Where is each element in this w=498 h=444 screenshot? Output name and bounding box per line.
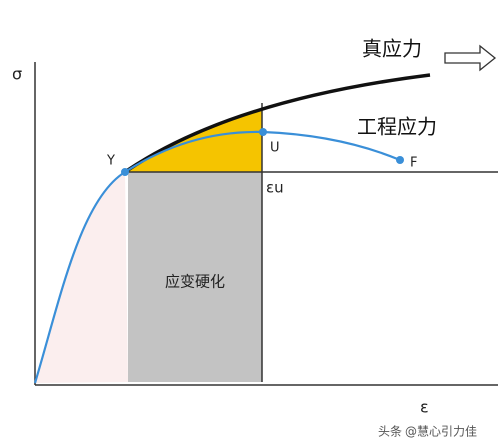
arrow-icon [444,44,497,72]
watermark-author: @慧心引力佳 [405,424,477,439]
true-stress-label: 真应力 [362,37,422,61]
ultimate-point [259,128,267,136]
engineering-stress-label: 工程应力 [357,115,437,139]
uniform-strain-label: εu [266,179,284,197]
fracture-point [396,156,404,164]
engineering-stress-curve [33,130,401,384]
yield-point [121,168,129,176]
y-axis-label: σ [12,65,22,84]
yield-label: Y [106,154,115,169]
watermark-source: 头条 [378,425,402,439]
region-label: 应变硬化 [165,273,225,291]
strain-hardening-region [128,172,262,382]
true-stress-curve [124,73,431,174]
elastic-area [35,172,128,383]
x-axis-label: ε [420,398,429,417]
fracture-label: F [410,156,417,171]
ultimate-label: U [270,141,280,156]
